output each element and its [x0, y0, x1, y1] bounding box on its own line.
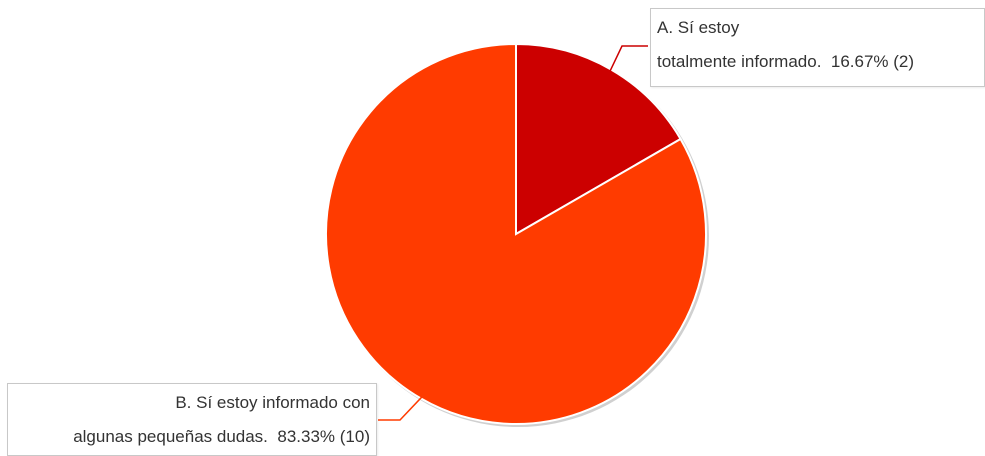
slice-a-label-line1: A. Sí estoy: [657, 18, 740, 37]
slice-a-percent: 16.67% (2): [830, 52, 915, 71]
slice-a-label: A. Sí estoy totalmente informado. 16.67%…: [650, 8, 985, 87]
slice-b-label-line2: algunas pequeñas dudas. 83.33% (10): [73, 427, 370, 446]
leader-line-b: [378, 396, 423, 421]
slice-b-label: B. Sí estoy informado con algunas pequeñ…: [7, 383, 377, 456]
slice-b-percent: 83.33% (10): [277, 427, 370, 446]
slice-b-label-line1: B. Sí estoy informado con: [175, 393, 370, 412]
slice-a-label-line2: totalmente informado. 16.67% (2): [657, 52, 915, 71]
leader-line-a: [609, 45, 648, 72]
